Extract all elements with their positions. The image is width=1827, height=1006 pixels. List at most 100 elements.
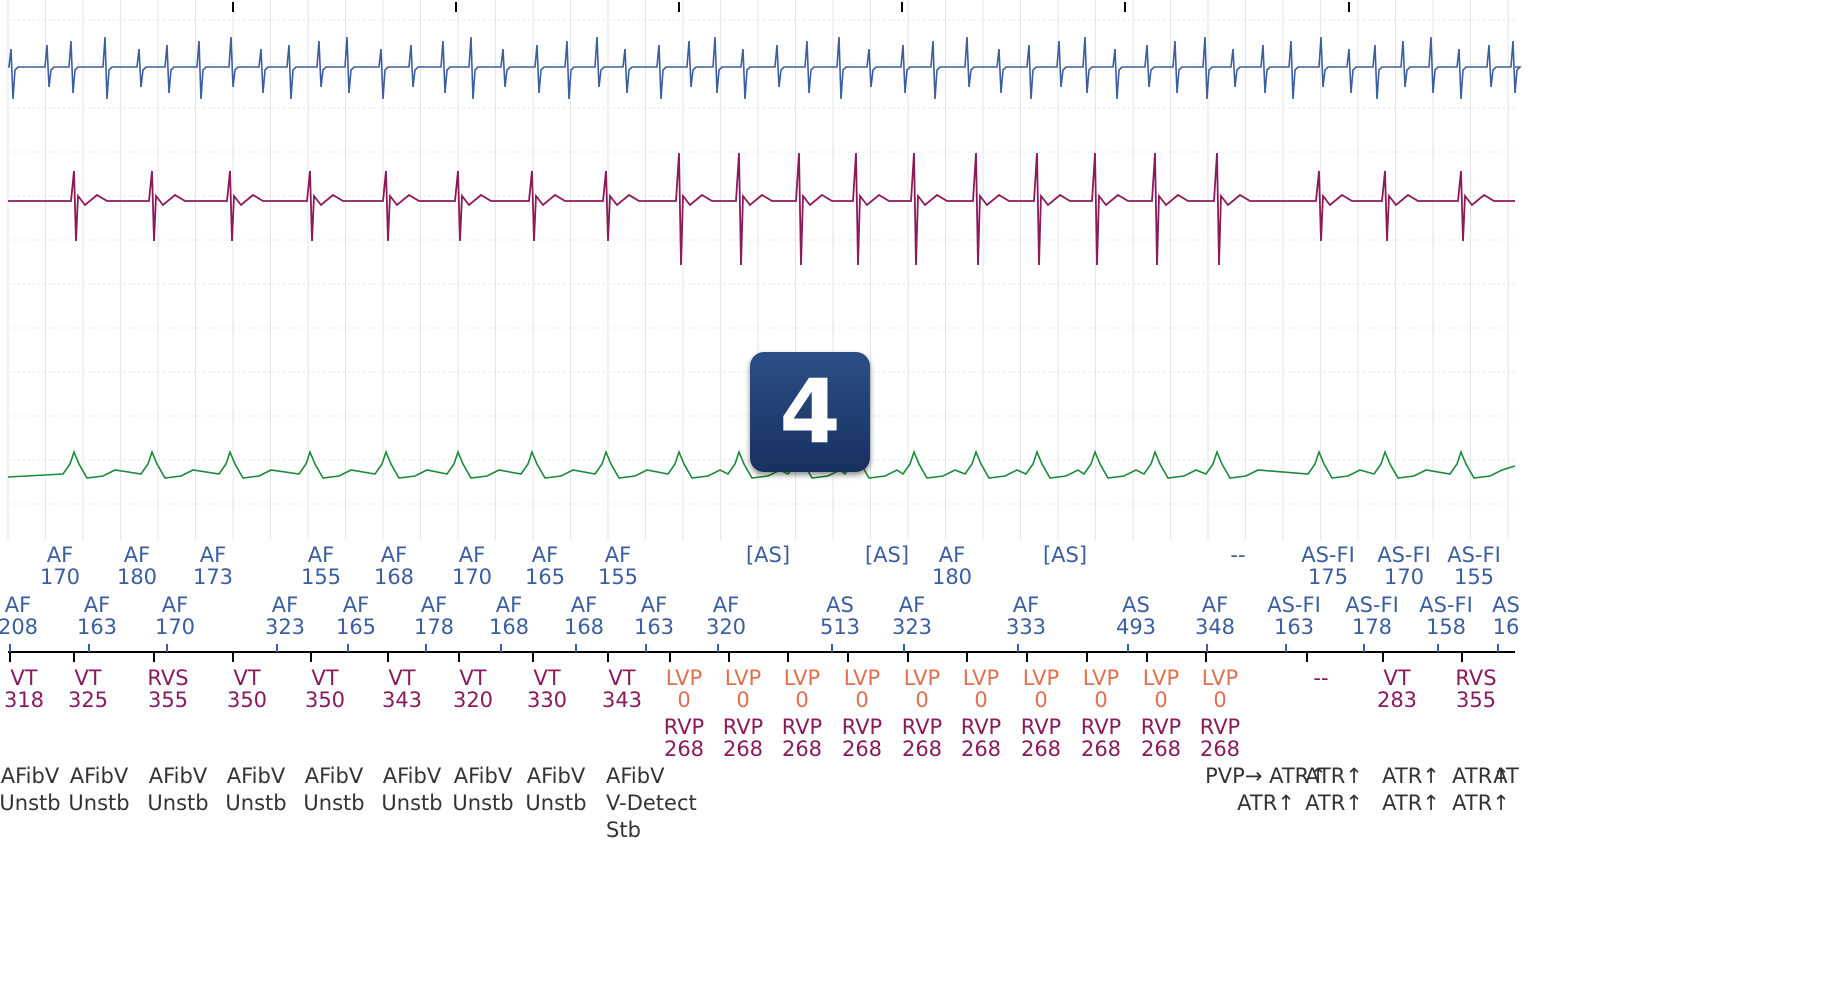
- marker-ventricular-value: 0: [974, 688, 987, 712]
- diagnosis-label: AFibV: [227, 764, 286, 788]
- marker-atrial-value: 168: [374, 565, 414, 589]
- marker-ventricular-value: 0: [915, 688, 928, 712]
- marker-atrial-label: AF: [532, 543, 558, 567]
- marker-atrial-label: AF: [272, 593, 298, 617]
- diagnosis-label: Unstb: [0, 791, 61, 815]
- diagnosis-label: PVP→ ATR↑: [1205, 764, 1327, 788]
- marker-atrial-value: 323: [265, 615, 305, 639]
- marker-ventricular-value: 343: [382, 688, 422, 712]
- marker-atrial-label: AF: [421, 593, 447, 617]
- marker-atrial-label: AF: [605, 543, 631, 567]
- marker-atrial-value: 16: [1493, 615, 1520, 639]
- marker-atrial-label: AF: [308, 543, 334, 567]
- sweep-ticks: [232, 2, 1350, 12]
- marker-atrial-label: AS-FI: [1377, 543, 1431, 567]
- marker-ventricular-label: VT: [233, 666, 260, 690]
- marker-ventricular-label: LVP: [784, 666, 820, 690]
- diagnosis-label: Unstb: [452, 791, 513, 815]
- marker-atrial-value: 163: [634, 615, 674, 639]
- diagnosis-label: AFibV: [70, 764, 129, 788]
- marker-atrial-label: AS: [826, 593, 854, 617]
- marker-atrial-label: AF: [496, 593, 522, 617]
- marker-atrial-value: 178: [414, 615, 454, 639]
- marker-rv-label: RVP: [1200, 715, 1240, 739]
- marker-rv-value: 268: [961, 737, 1001, 761]
- marker-atrial-value: 163: [77, 615, 117, 639]
- ventricular-trace: [8, 152, 1515, 266]
- marker-atrial-value: 208: [0, 615, 38, 639]
- diagnosis-label: Unstb: [303, 791, 364, 815]
- diagnosis-label: AFibV: [606, 764, 665, 788]
- marker-rv-label: RVP: [723, 715, 763, 739]
- marker-atrial-value: 165: [525, 565, 565, 589]
- diagnosis-label: ATR↑: [1305, 791, 1363, 815]
- marker-ventricular-label: LVP: [904, 666, 940, 690]
- marker-ventricular-label: LVP: [844, 666, 880, 690]
- marker-rv-value: 268: [842, 737, 882, 761]
- marker-rv-label: RVP: [902, 715, 942, 739]
- marker-atrial-label: AF: [381, 543, 407, 567]
- marker-ventricular-value: 0: [1154, 688, 1167, 712]
- marker-atrial-value: 170: [452, 565, 492, 589]
- marker-atrial-value: 180: [932, 565, 972, 589]
- diagnosis-label: ATR↑: [1237, 791, 1295, 815]
- diagnosis-label: AT: [1493, 764, 1519, 788]
- marker-ventricular-label: LVP: [1023, 666, 1059, 690]
- marker-atrial-label: AF: [713, 593, 739, 617]
- marker-atrial-label: AS-FI: [1345, 593, 1399, 617]
- marker-channel: AF170AF180AF173AF155AF168AF170AF165AF155…: [0, 543, 1520, 842]
- marker-ventricular-label: VT: [311, 666, 338, 690]
- marker-atrial-value: 155: [1454, 565, 1494, 589]
- marker-ventricular-label: LVP: [1202, 666, 1238, 690]
- marker-atrial-value: 170: [155, 615, 195, 639]
- marker-ventricular-label: LVP: [1083, 666, 1119, 690]
- marker-rv-value: 268: [1021, 737, 1061, 761]
- marker-atrial-label: AF: [939, 543, 965, 567]
- marker-atrial-label: [AS]: [1043, 543, 1087, 567]
- marker-atrial-value: 180: [117, 565, 157, 589]
- marker-atrial-label: AS-FI: [1301, 543, 1355, 567]
- diagnosis-label: ATR↑: [1452, 791, 1510, 815]
- marker-ventricular-value: 0: [736, 688, 749, 712]
- marker-atrial-label: [AS]: [865, 543, 909, 567]
- marker-ventricular-label: VT: [10, 666, 37, 690]
- marker-atrial-value: 170: [1384, 565, 1424, 589]
- diagnosis-label: ATR↑: [1305, 764, 1363, 788]
- marker-ventricular-label: LVP: [963, 666, 999, 690]
- marker-rv-value: 268: [782, 737, 822, 761]
- marker-atrial-value: 513: [820, 615, 860, 639]
- marker-ventricular-label: VT: [459, 666, 486, 690]
- marker-rv-value: 268: [1081, 737, 1121, 761]
- marker-ventricular-label: LVP: [666, 666, 702, 690]
- marker-ventricular-value: 350: [305, 688, 345, 712]
- diagnosis-label: AFibV: [1, 764, 60, 788]
- marker-ventricular-label: RVS: [147, 666, 188, 690]
- marker-ventricular-value: 355: [1456, 688, 1496, 712]
- marker-atrial-value: 170: [40, 565, 80, 589]
- diagnosis-label: AFibV: [454, 764, 513, 788]
- marker-ventricular-value: 283: [1377, 688, 1417, 712]
- marker-atrial-label: AF: [571, 593, 597, 617]
- marker-atrial-value: 155: [598, 565, 638, 589]
- marker-ventricular-value: 0: [1213, 688, 1226, 712]
- marker-ventricular-value: 350: [227, 688, 267, 712]
- marker-ventricular-label: LVP: [725, 666, 761, 690]
- diagnosis-label: AFibV: [305, 764, 364, 788]
- marker-atrial-label: AF: [162, 593, 188, 617]
- marker-atrial-label: AF: [1013, 593, 1039, 617]
- marker-ventricular-label: RVS: [1455, 666, 1496, 690]
- marker-ventricular-value: 325: [68, 688, 108, 712]
- marker-atrial-value: 168: [489, 615, 529, 639]
- marker-atrial-label: AF: [5, 593, 31, 617]
- marker-ventricular-label: VT: [533, 666, 560, 690]
- marker-atrial-value: 333: [1006, 615, 1046, 639]
- marker-atrial-label: AF: [899, 593, 925, 617]
- marker-ventricular-value: 355: [148, 688, 188, 712]
- marker-atrial-value: 158: [1426, 615, 1466, 639]
- marker-rv-label: RVP: [1021, 715, 1061, 739]
- diagnosis-label: Unstb: [147, 791, 208, 815]
- marker-ventricular-value: 343: [602, 688, 642, 712]
- marker-atrial-label: [AS]: [746, 543, 790, 567]
- marker-atrial-value: 175: [1308, 565, 1348, 589]
